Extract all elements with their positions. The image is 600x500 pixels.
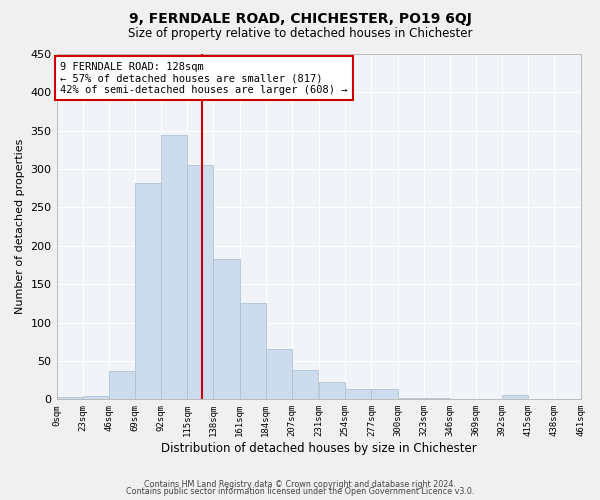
Bar [292,370,318,400]
Bar [398,398,424,400]
Bar [424,398,450,400]
Bar [345,388,371,400]
Bar [135,183,161,400]
Bar [187,166,214,400]
Bar [319,382,345,400]
Text: Size of property relative to detached houses in Chichester: Size of property relative to detached ho… [128,28,472,40]
Text: Contains HM Land Registry data © Crown copyright and database right 2024.: Contains HM Land Registry data © Crown c… [144,480,456,489]
Bar [554,398,581,400]
Text: 9, FERNDALE ROAD, CHICHESTER, PO19 6QJ: 9, FERNDALE ROAD, CHICHESTER, PO19 6QJ [128,12,472,26]
Text: 9 FERNDALE ROAD: 128sqm
← 57% of detached houses are smaller (817)
42% of semi-d: 9 FERNDALE ROAD: 128sqm ← 57% of detache… [60,62,347,95]
Bar [83,396,109,400]
Bar [214,259,239,400]
Bar [266,350,292,400]
Bar [502,396,528,400]
Bar [56,397,83,400]
Text: Contains public sector information licensed under the Open Government Licence v3: Contains public sector information licen… [126,487,474,496]
Bar [450,398,476,400]
Bar [528,398,554,400]
Y-axis label: Number of detached properties: Number of detached properties [15,139,25,314]
Bar [371,390,398,400]
Bar [239,304,266,400]
X-axis label: Distribution of detached houses by size in Chichester: Distribution of detached houses by size … [161,442,476,455]
Bar [109,371,135,400]
Bar [161,134,187,400]
